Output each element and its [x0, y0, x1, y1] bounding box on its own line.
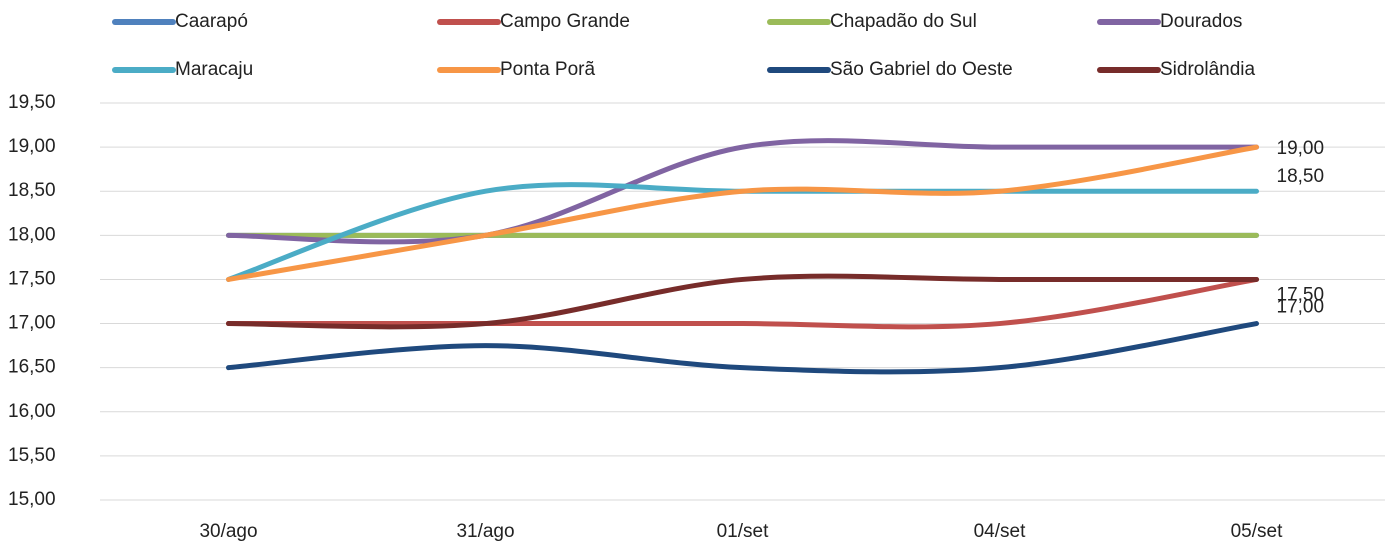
data-label: 19,00	[1277, 138, 1325, 159]
x-tick-label: 30/ago	[199, 521, 257, 542]
legend-label: Maracaju	[175, 59, 253, 80]
y-tick-label: 17,00	[8, 313, 56, 334]
legend-label: Dourados	[1160, 11, 1242, 32]
legend-label: São Gabriel do Oeste	[830, 59, 1013, 80]
y-tick-label: 19,00	[8, 136, 56, 157]
y-tick-label: 15,00	[8, 489, 56, 510]
legend-label: Caarapó	[175, 11, 248, 32]
x-tick-label: 05/set	[1231, 521, 1283, 542]
series-line	[226, 273, 1259, 330]
x-tick-label: 04/set	[974, 521, 1026, 542]
data-label: 18,50	[1277, 166, 1325, 187]
y-tick-label: 17,50	[8, 268, 56, 289]
y-tick-label: 16,00	[8, 401, 56, 422]
y-tick-label: 16,50	[8, 357, 56, 378]
legend-label: Chapadão do Sul	[830, 11, 977, 32]
y-tick-label: 15,50	[8, 445, 56, 466]
legend-label: Ponta Porã	[500, 59, 595, 80]
series-line	[226, 276, 1259, 330]
y-tick-label: 19,50	[8, 92, 56, 113]
series-line	[226, 138, 1259, 245]
x-tick-label: 01/set	[717, 521, 769, 542]
legend-label: Sidrolândia	[1160, 59, 1255, 80]
series-line	[226, 182, 1259, 282]
series-line	[226, 321, 1259, 375]
data-label: 17,50	[1277, 284, 1325, 305]
legend-label: Campo Grande	[500, 11, 630, 32]
data-label: 17,00	[1277, 297, 1325, 318]
y-tick-label: 18,50	[8, 180, 56, 201]
series-line	[226, 144, 1259, 282]
x-tick-label: 31/ago	[456, 521, 514, 542]
y-tick-label: 18,00	[8, 224, 56, 245]
